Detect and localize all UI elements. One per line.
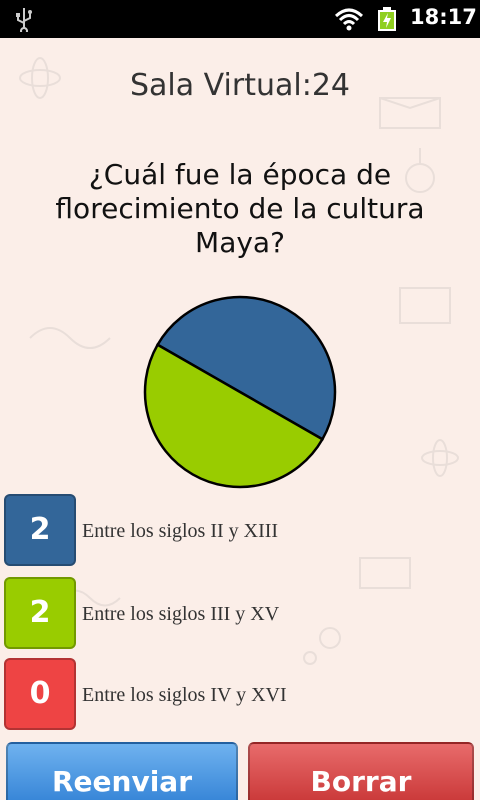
answer-label-2: Entre los siglos III y XV (82, 603, 280, 625)
app-screen: Sala Virtual:24 ¿Cuál fue la época de fl… (0, 38, 480, 800)
answer-label-1: Entre los siglos II y XIII (82, 520, 279, 542)
answer-row-1[interactable]: 2 Entre los siglos II y XIII (4, 494, 474, 568)
question-text: ¿Cuál fue la época de florecimiento de l… (55, 158, 425, 259)
answer-row-2[interactable]: 2 Entre los siglos III y XV (4, 577, 474, 651)
background-pattern (19, 57, 459, 665)
room-title: Sala Virtual:24 (130, 68, 350, 103)
battery-charging-icon (378, 7, 396, 31)
answer-count-3: 0 (4, 658, 76, 730)
clear-button[interactable]: Borrar (248, 742, 474, 800)
pie-slice-2 (143, 343, 325, 489)
answer-label-3: Entre los siglos IV y XVI (82, 684, 287, 706)
status-clock: 18:17 (410, 5, 477, 29)
resend-button[interactable]: Reenviar (6, 742, 238, 800)
pie-chart-svg (143, 295, 337, 489)
results-pie-chart (140, 292, 340, 492)
pie-slice-1 (155, 295, 337, 441)
status-bar: 18:17 (0, 0, 480, 38)
answer-count-1: 2 (4, 494, 76, 566)
usb-icon (16, 8, 32, 32)
answer-count-2: 2 (4, 577, 76, 649)
wifi-icon (334, 8, 364, 31)
answer-row-3[interactable]: 0 Entre los siglos IV y XVI (4, 658, 474, 732)
